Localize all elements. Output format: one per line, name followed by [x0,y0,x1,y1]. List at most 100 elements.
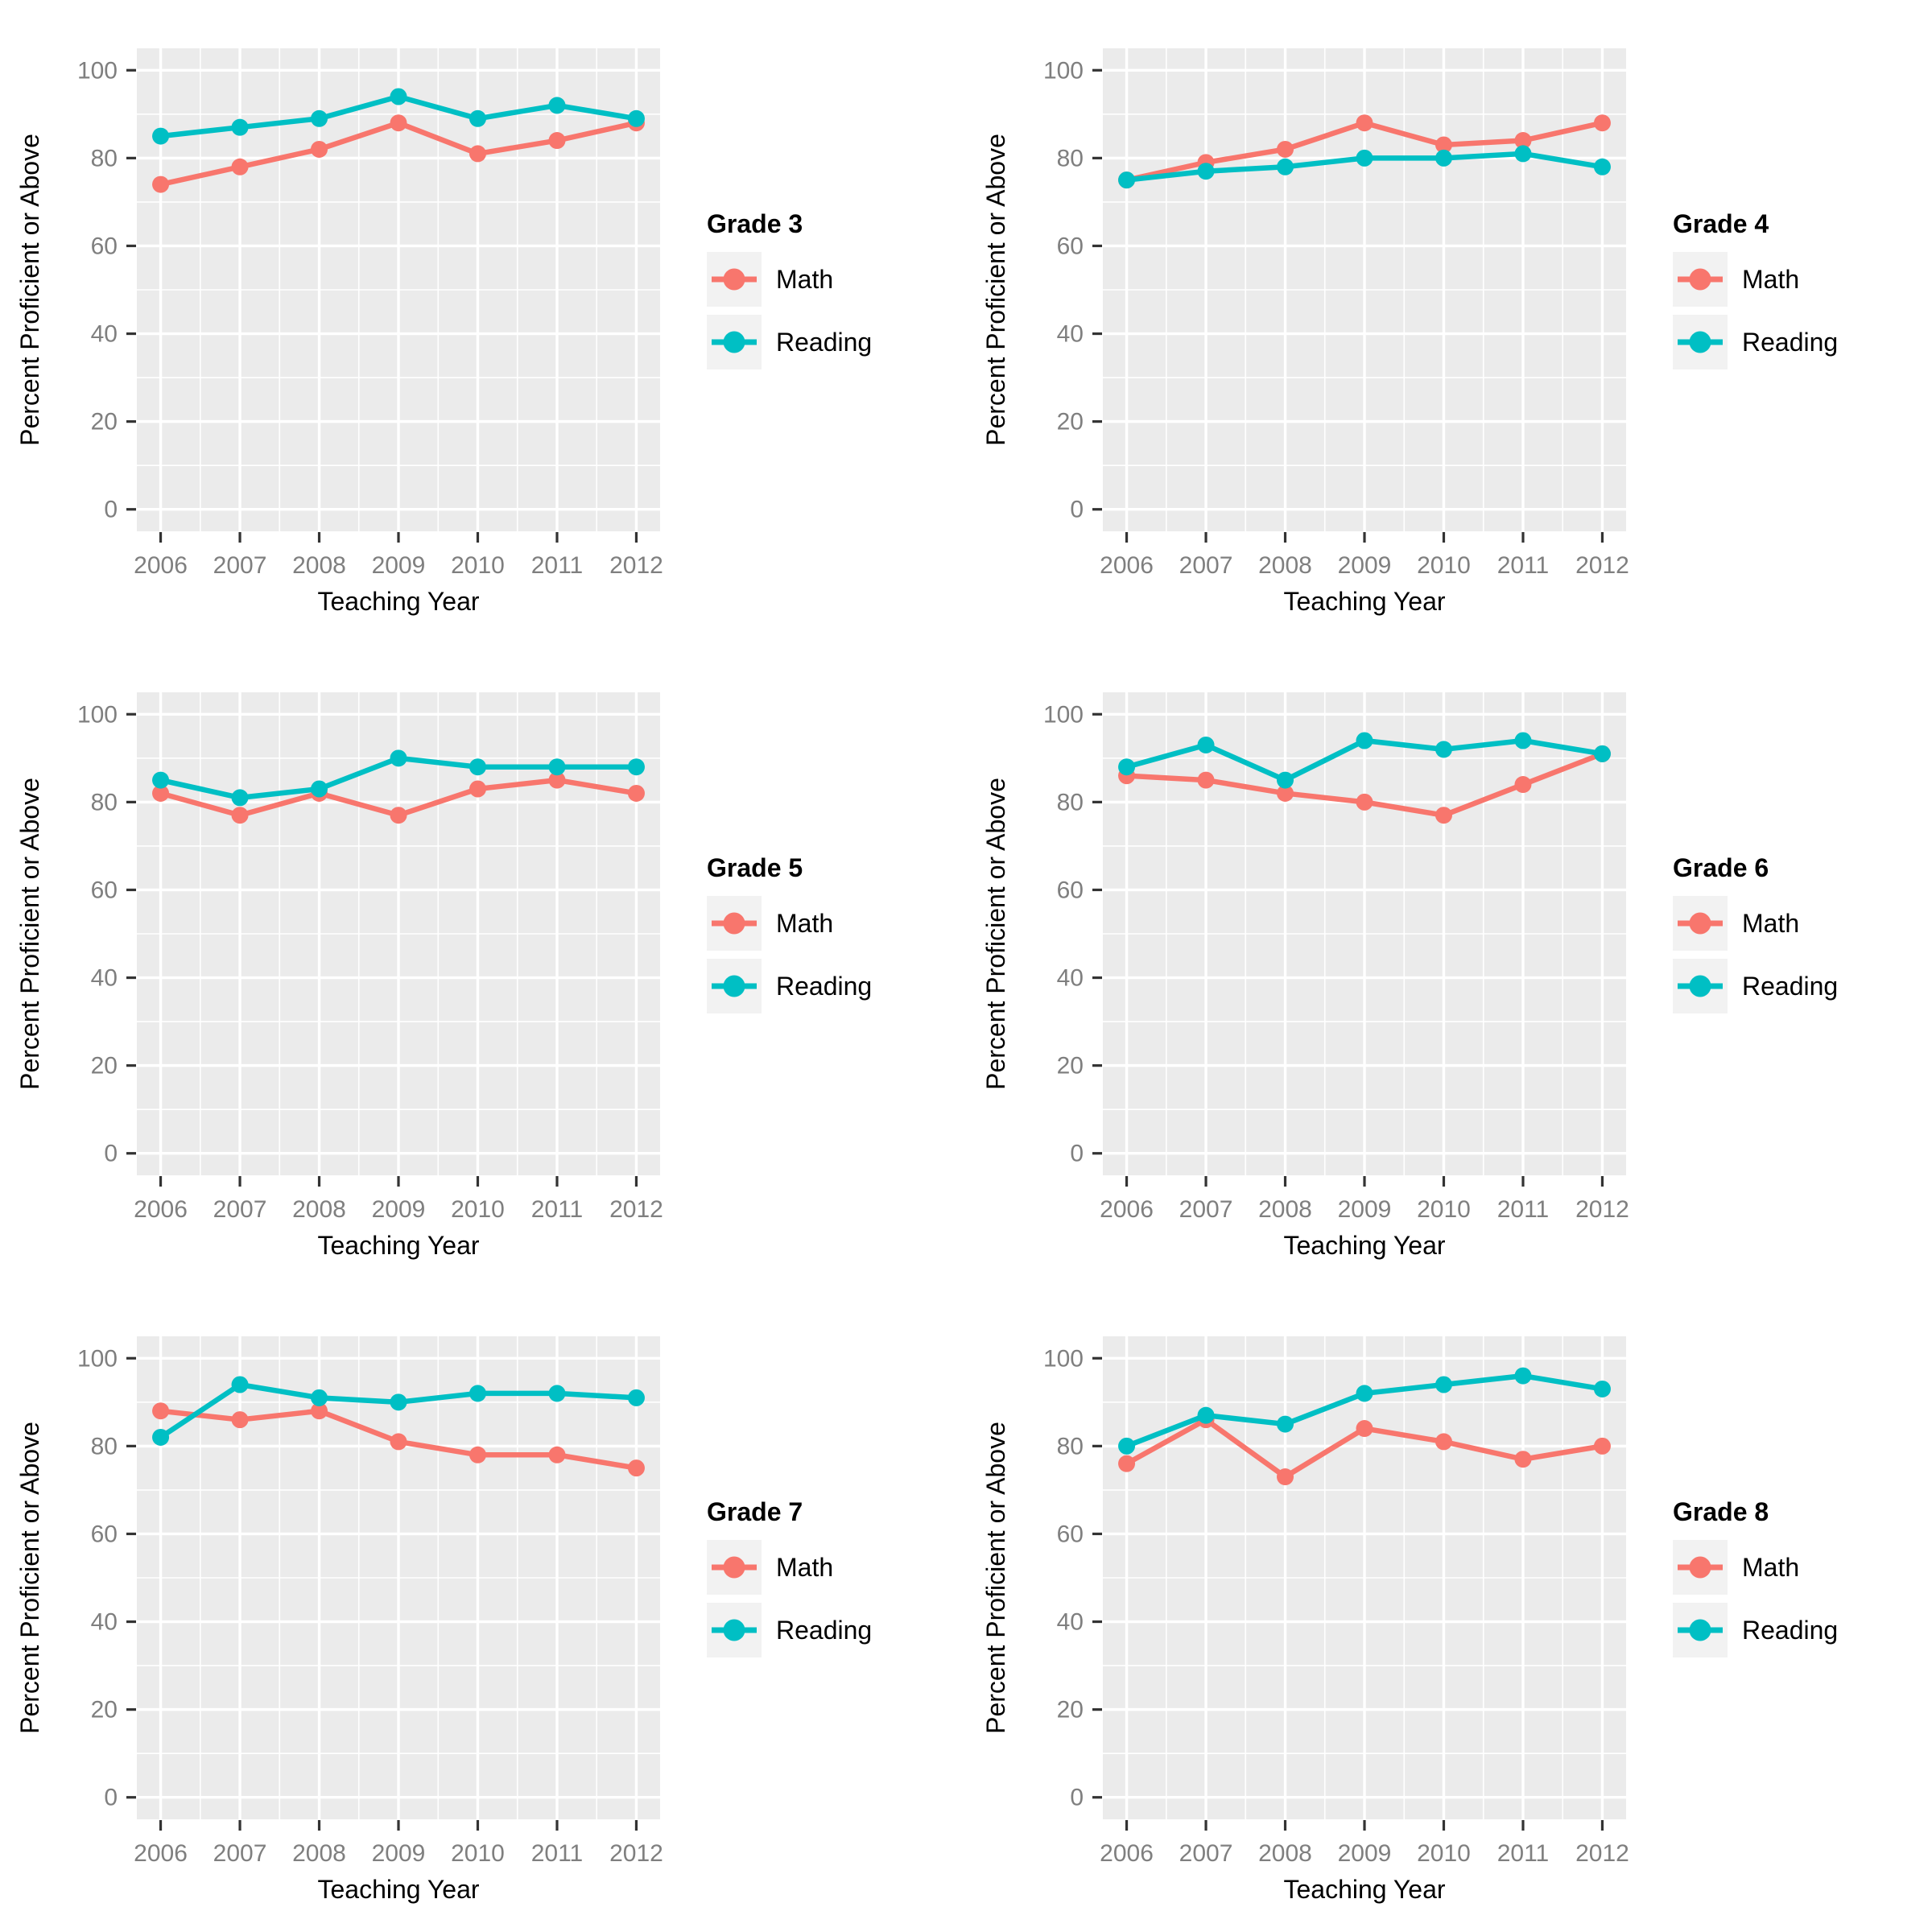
major-gridlines [137,1336,660,1819]
legend-label-reading: Reading [1742,1615,1839,1645]
chart-cell-grade-6: 0 20 40 60 80 100 2006 2007 2008 2009 2010 2011 2012… [966,644,1932,1288]
legend-item-math: Math [707,252,872,307]
legend-item-reading: Reading [1673,1603,1838,1657]
axis-ticks [126,68,638,543]
data-point [1435,1433,1452,1451]
data-point [152,1402,170,1420]
legend: Grade 8 Math Reading [1673,1497,1838,1666]
data-point [1593,1380,1611,1397]
data-point [231,789,249,807]
legend-item-math: Math [707,896,872,951]
y-tick-label: 100 [77,1345,118,1372]
data-point [231,118,249,136]
data-point [1197,771,1215,789]
math-line-point-key-icon [1673,252,1728,307]
reading-line-point-key-icon [707,315,762,369]
y-tick-label: 20 [1057,1697,1084,1724]
x-tick-label: 2010 [1417,552,1471,579]
y-tick-label: 40 [91,965,118,992]
data-point [152,1428,170,1446]
series-reading [152,749,645,807]
legend-title: Grade 3 [707,209,803,238]
data-point [469,780,486,798]
data-point [1356,1385,1373,1402]
series-math [152,771,645,824]
x-tick-label: 2012 [609,1196,663,1223]
data-point [1514,1367,1532,1385]
data-point [1435,149,1452,167]
y-tick-label: 80 [91,789,118,815]
y-tick-label: 0 [104,1785,118,1811]
grade-3-line-chart: 0 20 40 60 80 100 2006 2007 2008 2009 2010 2011 2012… [15,48,663,616]
legend: Grade 3 Math Reading [707,209,872,378]
x-tick-label: 2010 [1417,1196,1471,1223]
data-point [231,1376,249,1393]
data-point [1514,145,1532,163]
legend-label-reading: Reading [1742,971,1839,1001]
legend-item-reading: Reading [1673,959,1838,1013]
x-tick-label: 2011 [531,1196,584,1223]
data-point [469,1385,486,1402]
x-tick-label: 2006 [1100,1196,1154,1223]
legend-label-math: Math [1742,264,1800,294]
math-line-point-key-icon [1673,896,1728,951]
math-line-point-key-icon [707,252,762,307]
data-point [1277,1415,1294,1433]
legend-title: Grade 4 [1673,209,1769,238]
y-tick-label: 80 [1057,145,1084,171]
series-reading [1118,732,1611,789]
x-axis-title: Teaching Year [317,587,479,616]
y-tick-label: 20 [91,1053,118,1080]
y-tick-label: 0 [1070,497,1084,523]
chart-cell-grade-4: 0 20 40 60 80 100 2006 2007 2008 2009 2010 2011 2012… [966,0,1932,644]
x-tick-label: 2007 [1179,1196,1233,1223]
y-tick-label: 60 [91,877,118,903]
data-point [1118,1455,1136,1472]
x-tick-label: 2007 [213,552,267,579]
x-tick-label: 2009 [372,1196,426,1223]
data-point [231,158,249,175]
data-point [1593,1437,1611,1455]
y-tick-label: 0 [104,1141,118,1167]
x-tick-label: 2006 [134,552,188,579]
data-point [548,771,566,789]
data-point [469,1446,486,1463]
y-tick-label: 40 [91,1609,118,1636]
y-tick-label: 80 [1057,1433,1084,1459]
data-point [311,780,328,798]
y-tick-label: 0 [1070,1141,1084,1167]
y-tick-label: 20 [1057,409,1084,436]
minor-gridlines [1103,1336,1626,1819]
x-tick-label: 2009 [1338,1196,1392,1223]
data-point [469,109,486,127]
y-tick-label: 20 [1057,1053,1084,1080]
x-tick-label: 2012 [609,1840,663,1867]
y-tick-label: 80 [91,145,118,171]
y-axis-title: Percent Proficient or Above [15,1422,44,1734]
x-tick-label: 2006 [134,1196,188,1223]
y-tick-label: 40 [91,321,118,348]
legend-title: Grade 8 [1673,1497,1769,1526]
data-point [311,140,328,158]
grade-7-line-chart: 0 20 40 60 80 100 2006 2007 2008 2009 2010 2011 2012… [15,1336,663,1904]
y-tick-label: 100 [1043,57,1084,84]
chart-cell-grade-5: 0 20 40 60 80 100 2006 2007 2008 2009 2010 2011 2012… [0,644,966,1288]
x-tick-label: 2011 [1497,552,1550,579]
data-point [548,97,566,114]
data-point [627,109,645,127]
data-point [231,1411,249,1429]
data-point [390,1433,407,1451]
data-point [627,1459,645,1477]
data-point [1356,732,1373,749]
data-point [469,145,486,163]
x-tick-label: 2010 [451,1840,505,1867]
legend-label-reading: Reading [1742,327,1839,357]
data-point [231,807,249,824]
grade-6-line-chart: 0 20 40 60 80 100 2006 2007 2008 2009 2010 2011 2012… [981,692,1629,1260]
legend-label-math: Math [1742,908,1800,938]
x-tick-label: 2008 [1258,552,1312,579]
legend-label-reading: Reading [776,971,873,1001]
y-axis-title: Percent Proficient or Above [981,134,1010,446]
legend-label-math: Math [1742,1552,1800,1582]
x-axis-title: Teaching Year [317,1231,479,1260]
